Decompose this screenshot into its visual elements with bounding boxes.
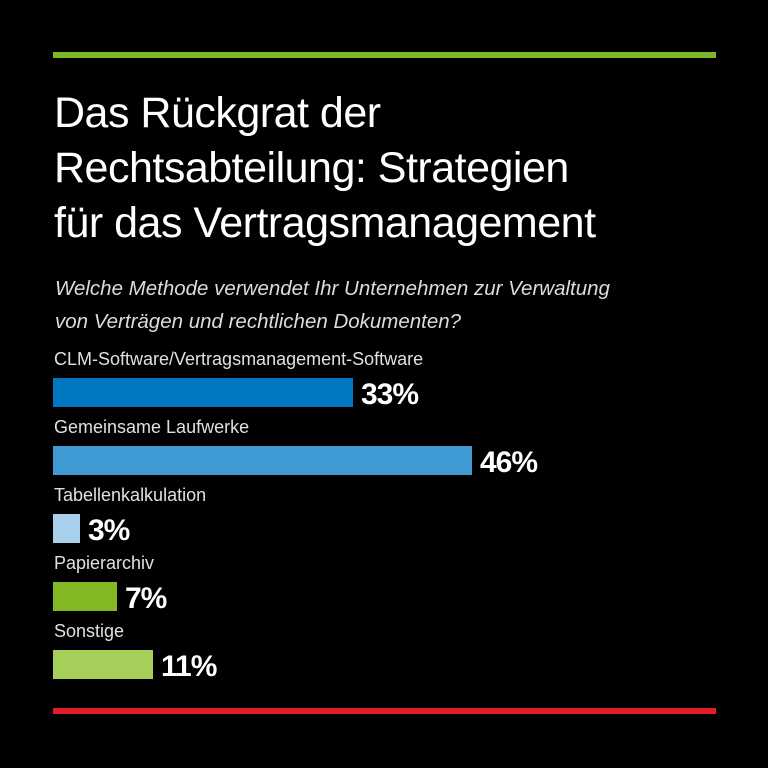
value-label: 46% [480, 446, 538, 479]
title-line-1: Das Rückgrat der [54, 89, 381, 137]
category-label: Sonstige [54, 621, 125, 641]
value-label: 7% [125, 582, 167, 615]
subtitle-line-1: Welche Methode verwendet Ihr Unternehmen… [55, 277, 610, 300]
category-label: CLM-Software/Vertragsmanagement-Software [54, 349, 424, 369]
bar [53, 446, 472, 475]
category-label: Papierarchiv [54, 553, 155, 573]
category-label: Tabellenkalkulation [54, 485, 207, 505]
value-label: 3% [88, 514, 130, 547]
value-label: 11% [161, 650, 217, 683]
title-line-3: für das Vertragsmanagement [54, 199, 596, 247]
subtitle-line-2: von Verträgen und rechtlichen Dokumenten… [55, 310, 462, 333]
bottom-accent-rule [53, 708, 716, 714]
bar [53, 582, 117, 611]
chart-title: Das Rückgrat der Rechtsabteilung: Strate… [54, 86, 596, 251]
value-label: 33% [361, 378, 419, 411]
bar [53, 378, 353, 407]
top-accent-rule [53, 52, 716, 58]
title-line-2: Rechtsabteilung: Strategien [54, 144, 569, 192]
chart-subtitle: Welche Methode verwendet Ihr Unternehmen… [55, 272, 610, 338]
bar [53, 650, 153, 679]
category-label: Gemeinsame Laufwerke [54, 417, 250, 437]
bar [53, 514, 80, 543]
